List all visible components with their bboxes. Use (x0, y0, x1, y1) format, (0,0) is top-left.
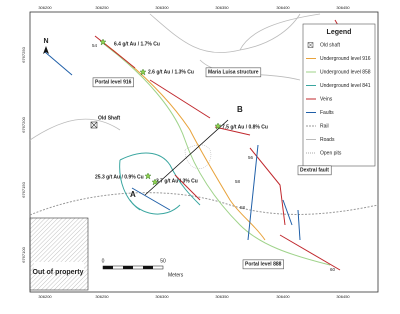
legend: Old shaft Underground level 916 Undergroun… (306, 42, 371, 156)
annotation-box (205, 67, 262, 78)
labels: 6.4 g/t Au / 1.7% Cu Portal level 916 2.6 … (21, 5, 350, 299)
old-shaft-symbol (90, 121, 98, 129)
annotation: 3.7 g/t Au / 3% Cu (156, 178, 198, 184)
legend-item: Old shaft (307, 42, 341, 48)
legend-item: Underground level 858 (306, 69, 371, 75)
sample-star (139, 68, 147, 76)
out-of-property (29, 217, 89, 291)
legend-item: Underground level 841 (306, 83, 371, 89)
annotation: 6.4 g/t Au / 1.7% Cu (114, 41, 160, 47)
sample-star (214, 122, 222, 130)
y-grid-label: 6767100 (21, 246, 26, 262)
annotation: A (130, 190, 136, 199)
rail (29, 192, 379, 216)
x-grid-label: 306350 (215, 294, 229, 299)
annotation: Portal level 916 (95, 79, 132, 85)
legend-label: Underground level 858 (320, 69, 371, 75)
scale-unit: Meters (168, 272, 184, 278)
legend-label: Roads (320, 137, 335, 143)
legend-label: Underground level 916 (320, 56, 371, 62)
y-grid-label: 6767250 (21, 46, 26, 62)
annotation: 7.5 g/t Au / 0.8% Cu (222, 124, 268, 130)
legend-box (302, 23, 376, 167)
legend-label: Old shaft (320, 42, 341, 48)
annotation: Dextral fault (300, 167, 329, 173)
open-pit (184, 144, 212, 169)
legend-title: Legend (327, 29, 352, 36)
x-grid-label: 306400 (276, 294, 290, 299)
dip-label: 58 (240, 205, 246, 210)
legend-label: Rail (320, 123, 329, 129)
dip-label: 58 (235, 179, 241, 184)
x-grid-label: 306200 (38, 5, 52, 10)
level-841 (119, 152, 201, 215)
legend-item: Faults (306, 110, 334, 116)
scale-label: 50 (160, 258, 166, 264)
dip-label: 54 (92, 43, 98, 48)
annotation: 25.3 g/t Au / 0.9% Cu (95, 174, 144, 180)
annotation: 2.6 g/t Au / 1.3% Cu (148, 69, 194, 75)
scale-label: 0 (102, 258, 105, 264)
legend-label: Veins (320, 96, 333, 102)
x-grid-label: 306350 (215, 5, 229, 10)
level-916 (99, 39, 266, 241)
annotation: Out of property (33, 269, 84, 276)
annotation-box (242, 259, 284, 270)
x-grid-label: 306200 (38, 294, 52, 299)
x-grid-label: 306250 (95, 294, 109, 299)
y-grid-label: 6767200 (21, 116, 26, 132)
legend-label: Underground level 841 (320, 83, 371, 89)
annotation-box (92, 77, 134, 88)
x-grid-label: 306450 (336, 294, 350, 299)
level-858 (104, 44, 331, 266)
sample-star (144, 172, 152, 180)
legend-item: Rail (306, 123, 329, 129)
x-grid-label: 306450 (336, 5, 350, 10)
annotation-box (297, 165, 332, 176)
legend-item: Roads (306, 137, 335, 143)
x-grid-label: 306300 (155, 5, 169, 10)
dip-label: 60 (330, 267, 336, 272)
dip-label: 56 (248, 155, 254, 160)
annotation: B (237, 105, 243, 114)
legend-label: Open pits (320, 150, 342, 156)
legend-symbol (307, 42, 314, 48)
sample-star (151, 178, 159, 186)
north-arrow (43, 46, 49, 54)
annotation: Portal level 888 (245, 261, 282, 267)
x-grid-label: 306300 (155, 294, 169, 299)
y-grid-label: 6767150 (21, 181, 26, 197)
north-label: N (43, 38, 48, 45)
x-grid-label: 306400 (276, 5, 290, 10)
faults (44, 51, 301, 241)
label-bg (34, 262, 84, 272)
legend-item: Veins (306, 96, 333, 102)
annotation: Maria Luisa structure (208, 69, 259, 75)
legend-item: Underground level 916 (306, 56, 371, 62)
annotation: Old Shaft (98, 115, 121, 121)
legend-item: Open pits (306, 150, 342, 156)
x-grid-label: 306250 (95, 5, 109, 10)
legend-label: Faults (320, 110, 334, 116)
sample-star (99, 38, 107, 46)
scale-bar (102, 265, 164, 270)
